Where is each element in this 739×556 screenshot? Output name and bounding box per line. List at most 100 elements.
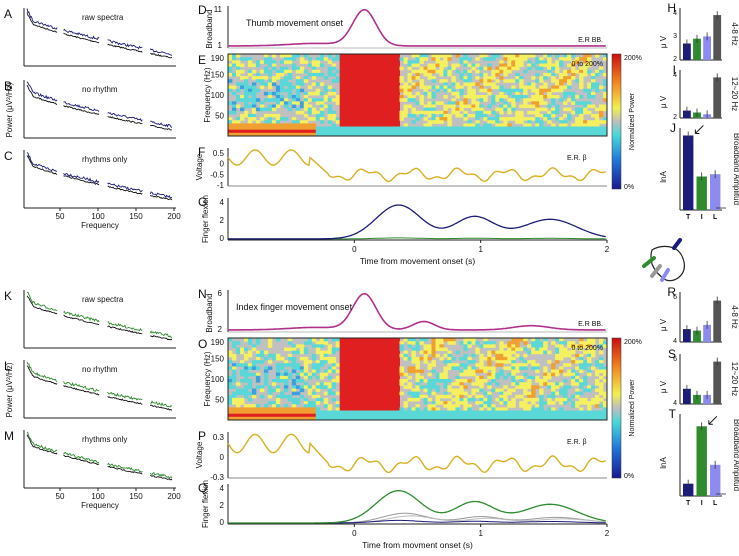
spectrogram-cell [531, 126, 536, 131]
spectrogram-cell [307, 107, 313, 112]
spectrogram-cell [523, 338, 528, 342]
spectrogram-cell [255, 338, 261, 342]
spectrogram-cell [343, 88, 349, 93]
spectrogram-cell [251, 129, 257, 134]
spectrogram-cell [355, 369, 361, 374]
spectrogram-cell [579, 416, 584, 421]
spectrogram-cell [259, 410, 265, 415]
spectrogram-cell [251, 391, 257, 396]
spectrogram-cell [547, 57, 552, 61]
spectrogram-cell [531, 88, 536, 93]
spectrogram-cell [375, 69, 380, 74]
spectrogram-cell [507, 129, 512, 134]
spectrogram-cell [439, 379, 444, 383]
spectrogram-cell [419, 341, 424, 345]
spectrogram-cell [339, 82, 345, 86]
spectrogram-cell [375, 413, 380, 418]
spectrogram-cell [323, 382, 329, 386]
spectrogram-cell [315, 63, 321, 68]
spectrogram-cell [247, 120, 253, 124]
spectrogram-cell [423, 107, 428, 112]
spectrogram-cell [423, 350, 428, 355]
spectrogram-cell [383, 379, 388, 383]
spectrogram-cell [263, 54, 269, 58]
spectrogram-cell [331, 72, 337, 77]
spectrogram-cell [531, 338, 536, 342]
spectrogram-cell [583, 388, 588, 393]
spectrogram-cell [339, 341, 345, 345]
spectrogram-cell [391, 401, 396, 405]
spectrogram-cell [244, 385, 249, 389]
spectrogram-cell [335, 129, 341, 134]
tick-label: 100 [211, 375, 225, 384]
spectrogram-cell [251, 410, 257, 415]
spectrogram-cell [347, 104, 353, 109]
spectrogram-cell [415, 63, 420, 68]
spectrogram-cell [415, 60, 420, 64]
spectrogram-cell [443, 401, 448, 405]
spectrogram-cell [395, 91, 400, 96]
spectrogram-cell [483, 366, 488, 370]
spectrogram-cell [475, 401, 480, 405]
spectrogram-cell [267, 63, 273, 68]
spectrogram-cell [467, 63, 472, 68]
spectrogram-cell [559, 382, 564, 386]
spectrogram-cell [232, 120, 237, 124]
spectrogram-cell [443, 95, 448, 99]
spectrogram-cell [439, 375, 444, 380]
spectrogram-cell [587, 57, 592, 61]
spectrogram-cell [519, 63, 524, 68]
spectrogram-cell [319, 350, 325, 355]
spectrogram-cell [423, 347, 428, 352]
spectrogram-cell [255, 366, 261, 370]
spectrogram-cell [531, 360, 536, 364]
spectrogram-cell [395, 379, 400, 383]
spectrogram-cell [479, 104, 484, 109]
spectrogram-cell [331, 391, 337, 396]
spectrogram-cell [579, 347, 584, 352]
spectrogram-cell [511, 372, 516, 377]
spectrogram-cell [315, 407, 321, 411]
x-axis-label: Time from movement onset (s) [360, 256, 476, 266]
spectrogram-cell [503, 95, 508, 99]
spectrogram-cell [255, 356, 261, 361]
spectrogram-cell [323, 126, 329, 131]
spectrogram-cell [391, 66, 396, 71]
spectrogram-cell [367, 54, 372, 58]
spectrogram-cell [387, 69, 392, 74]
spectrogram-cell [575, 410, 580, 415]
spectrogram-cell [315, 101, 321, 105]
spectrogram-cell [551, 407, 556, 411]
spectrogram-cell [563, 101, 568, 105]
spectrogram-cell [327, 110, 333, 115]
spectrogram-cell [511, 85, 516, 90]
spectrogram-cell [299, 104, 305, 109]
spectrogram-cell [495, 360, 500, 364]
spectrogram-cell [391, 54, 396, 58]
spectrogram-cell [451, 101, 456, 105]
spectrogram-cell [323, 372, 329, 377]
spectrogram-cell [447, 57, 452, 61]
spectrogram-cell [375, 360, 380, 364]
spectrogram-cell [299, 57, 305, 61]
spectrogram-cell [463, 379, 468, 383]
spectrogram-cell [295, 379, 301, 383]
tick-label: 3 [673, 33, 677, 40]
spectrogram-cell [447, 394, 452, 399]
spectrogram-cell [487, 353, 492, 358]
spectrogram-cell [275, 353, 281, 358]
spectrogram-cell [228, 410, 233, 415]
spectrogram-cell [467, 113, 472, 118]
spectrogram-cell [391, 126, 396, 131]
spectrogram-cell [419, 95, 424, 99]
spectrogram-cell [247, 363, 253, 367]
spectrogram-cell [487, 132, 492, 137]
spectrum-trace [150, 120, 173, 128]
spectrogram-cell [511, 379, 516, 383]
spectrogram-cell [395, 391, 400, 396]
spectrogram-cell [307, 57, 313, 61]
spectrogram-cell [507, 372, 512, 377]
spectrogram-cell [447, 117, 452, 121]
spectrogram-cell [395, 88, 400, 93]
spectrogram-cell [431, 63, 436, 68]
